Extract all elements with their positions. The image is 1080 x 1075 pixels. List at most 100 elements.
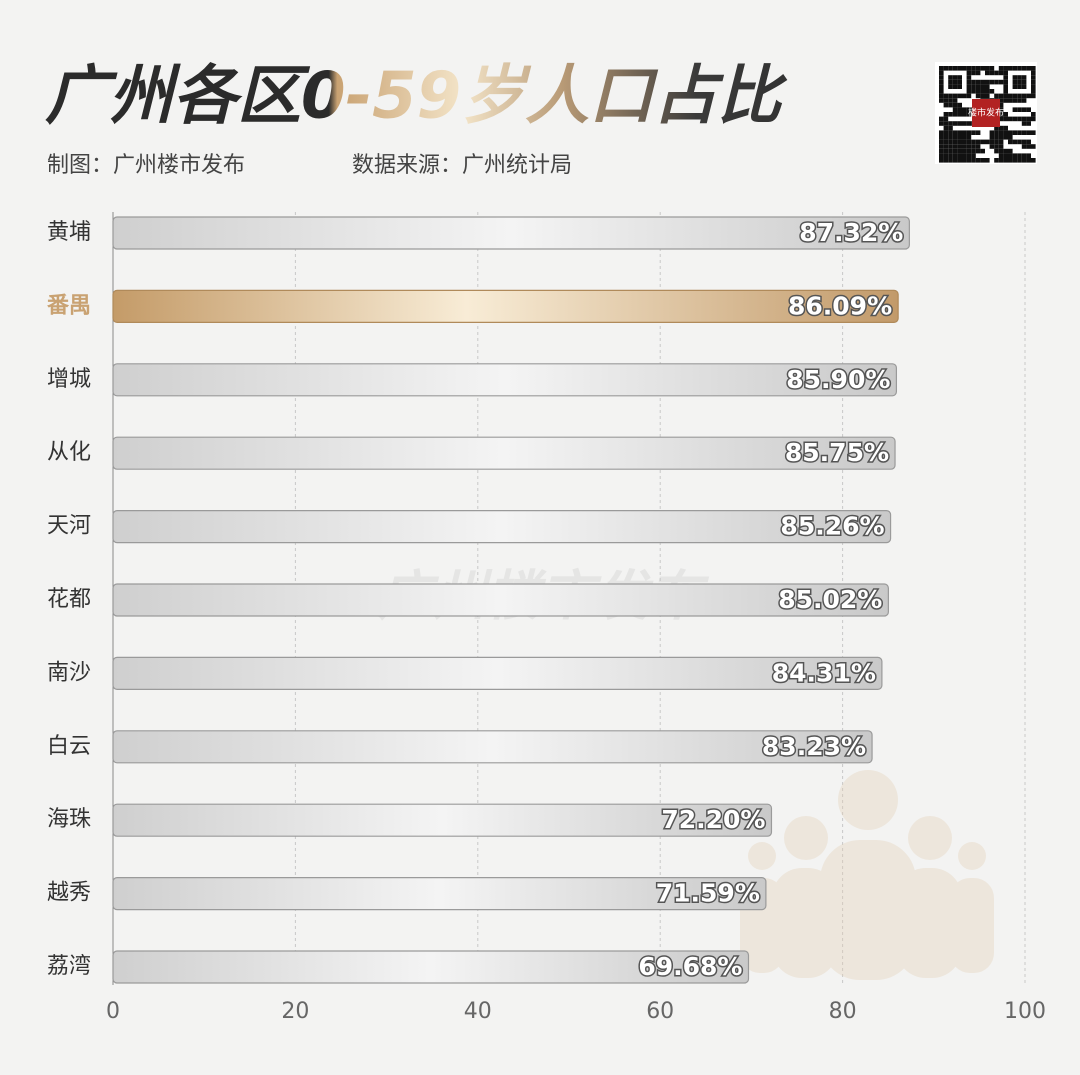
qr-cell <box>998 158 1004 163</box>
qr-cell <box>1021 98 1027 103</box>
qr-cell <box>952 121 958 126</box>
qr-cell <box>1008 98 1013 103</box>
qr-cell <box>1021 153 1027 158</box>
qr-cell <box>952 144 958 149</box>
qr-cell <box>1012 116 1018 122</box>
qr-cell <box>1008 158 1013 163</box>
qr-cell <box>975 84 981 89</box>
credit: 制图：广州楼市发布 <box>47 153 245 178</box>
qr-cell <box>1003 79 1008 85</box>
qr-cell <box>975 130 981 135</box>
qr-cell <box>1017 84 1022 89</box>
qr-cell <box>971 153 976 158</box>
qr-cell <box>1031 93 1036 99</box>
qr-cell <box>1012 75 1018 80</box>
qr-cell <box>1031 79 1036 85</box>
qr-cell <box>952 79 958 85</box>
value-label: 71.59% <box>656 879 760 908</box>
category-label: 番禺 <box>46 293 91 318</box>
qr-cell <box>998 79 1004 85</box>
qr-cell <box>1026 144 1031 149</box>
qr-cell <box>957 144 962 149</box>
category-label: 越秀 <box>47 881 91 906</box>
qr-cell <box>1021 75 1027 80</box>
qr-cell <box>1026 158 1031 163</box>
qr-cell <box>994 144 999 149</box>
bar <box>112 216 910 250</box>
x-tick-label: 40 <box>464 999 492 1024</box>
qr-cell <box>994 130 999 135</box>
qr-cell <box>975 89 981 94</box>
qr-cell <box>998 116 1004 122</box>
qr-cell <box>989 89 995 94</box>
qr-cell <box>962 107 967 112</box>
qr-cell <box>971 144 976 149</box>
qr-cell <box>989 144 995 149</box>
qr-cell <box>989 130 995 135</box>
qr-cell <box>1003 125 1008 131</box>
category-label: 海珠 <box>47 807 91 832</box>
qr-cell <box>1017 98 1022 103</box>
qr-cell <box>989 66 995 71</box>
bar <box>112 510 892 544</box>
qr-cell <box>966 107 972 112</box>
qr-cell <box>1003 84 1008 89</box>
qr-cell <box>971 148 976 154</box>
qr-cell <box>1008 130 1013 135</box>
qr-cell <box>1021 93 1027 99</box>
bar <box>112 289 899 323</box>
qr-cell <box>952 148 958 154</box>
qr-cell <box>1026 121 1031 126</box>
qr-cell <box>998 125 1004 131</box>
bar <box>112 656 883 691</box>
qr-cell <box>980 139 985 145</box>
qr-cell <box>948 148 953 154</box>
qr-cell <box>1026 153 1031 158</box>
qr-cell <box>943 144 949 149</box>
qr-cell <box>962 112 967 117</box>
qr-cell <box>1031 75 1036 80</box>
qr-cell <box>1026 66 1031 71</box>
qr-cell <box>957 79 962 85</box>
qr-cell <box>980 89 985 94</box>
value-label: 85.02% <box>778 585 882 614</box>
qr-cell <box>1031 84 1036 89</box>
qr-cell <box>1012 130 1018 135</box>
qr-cell <box>994 135 999 140</box>
qr-cell <box>1017 66 1022 71</box>
qr-cell <box>948 125 953 131</box>
qr-cell <box>985 89 990 94</box>
qr-cell <box>998 98 1004 103</box>
qr-cell <box>1031 158 1036 163</box>
qr-cell <box>985 84 990 89</box>
qr-cell <box>939 139 944 145</box>
qr-cell <box>957 130 962 135</box>
category-label: 白云 <box>47 734 91 759</box>
qr-cell <box>948 144 953 149</box>
qr-cell <box>989 79 995 85</box>
qr-cell <box>957 112 962 117</box>
qr-cell <box>943 116 949 122</box>
bar <box>112 730 873 764</box>
qr-cell <box>980 93 985 99</box>
qr-cell <box>989 70 995 76</box>
qr-cell <box>998 70 1004 76</box>
qr-cell <box>971 89 976 94</box>
qr-cell <box>966 66 972 71</box>
qr-cell <box>966 70 972 76</box>
qr-cell <box>966 93 972 99</box>
qr-cell <box>985 79 990 85</box>
qr-cell <box>1021 139 1027 145</box>
qr-cell <box>1021 84 1027 89</box>
qr-cell <box>966 75 972 80</box>
bar <box>112 876 767 911</box>
qr-cell <box>1003 75 1008 80</box>
qr-cell <box>952 98 958 103</box>
qr-cell <box>975 70 981 76</box>
qr-cell <box>948 121 953 126</box>
qr-cell <box>948 112 953 117</box>
qr-cell <box>1021 107 1027 112</box>
qr-cell <box>1017 139 1022 145</box>
qr-cell <box>1021 121 1027 126</box>
qr-cell <box>943 130 949 135</box>
